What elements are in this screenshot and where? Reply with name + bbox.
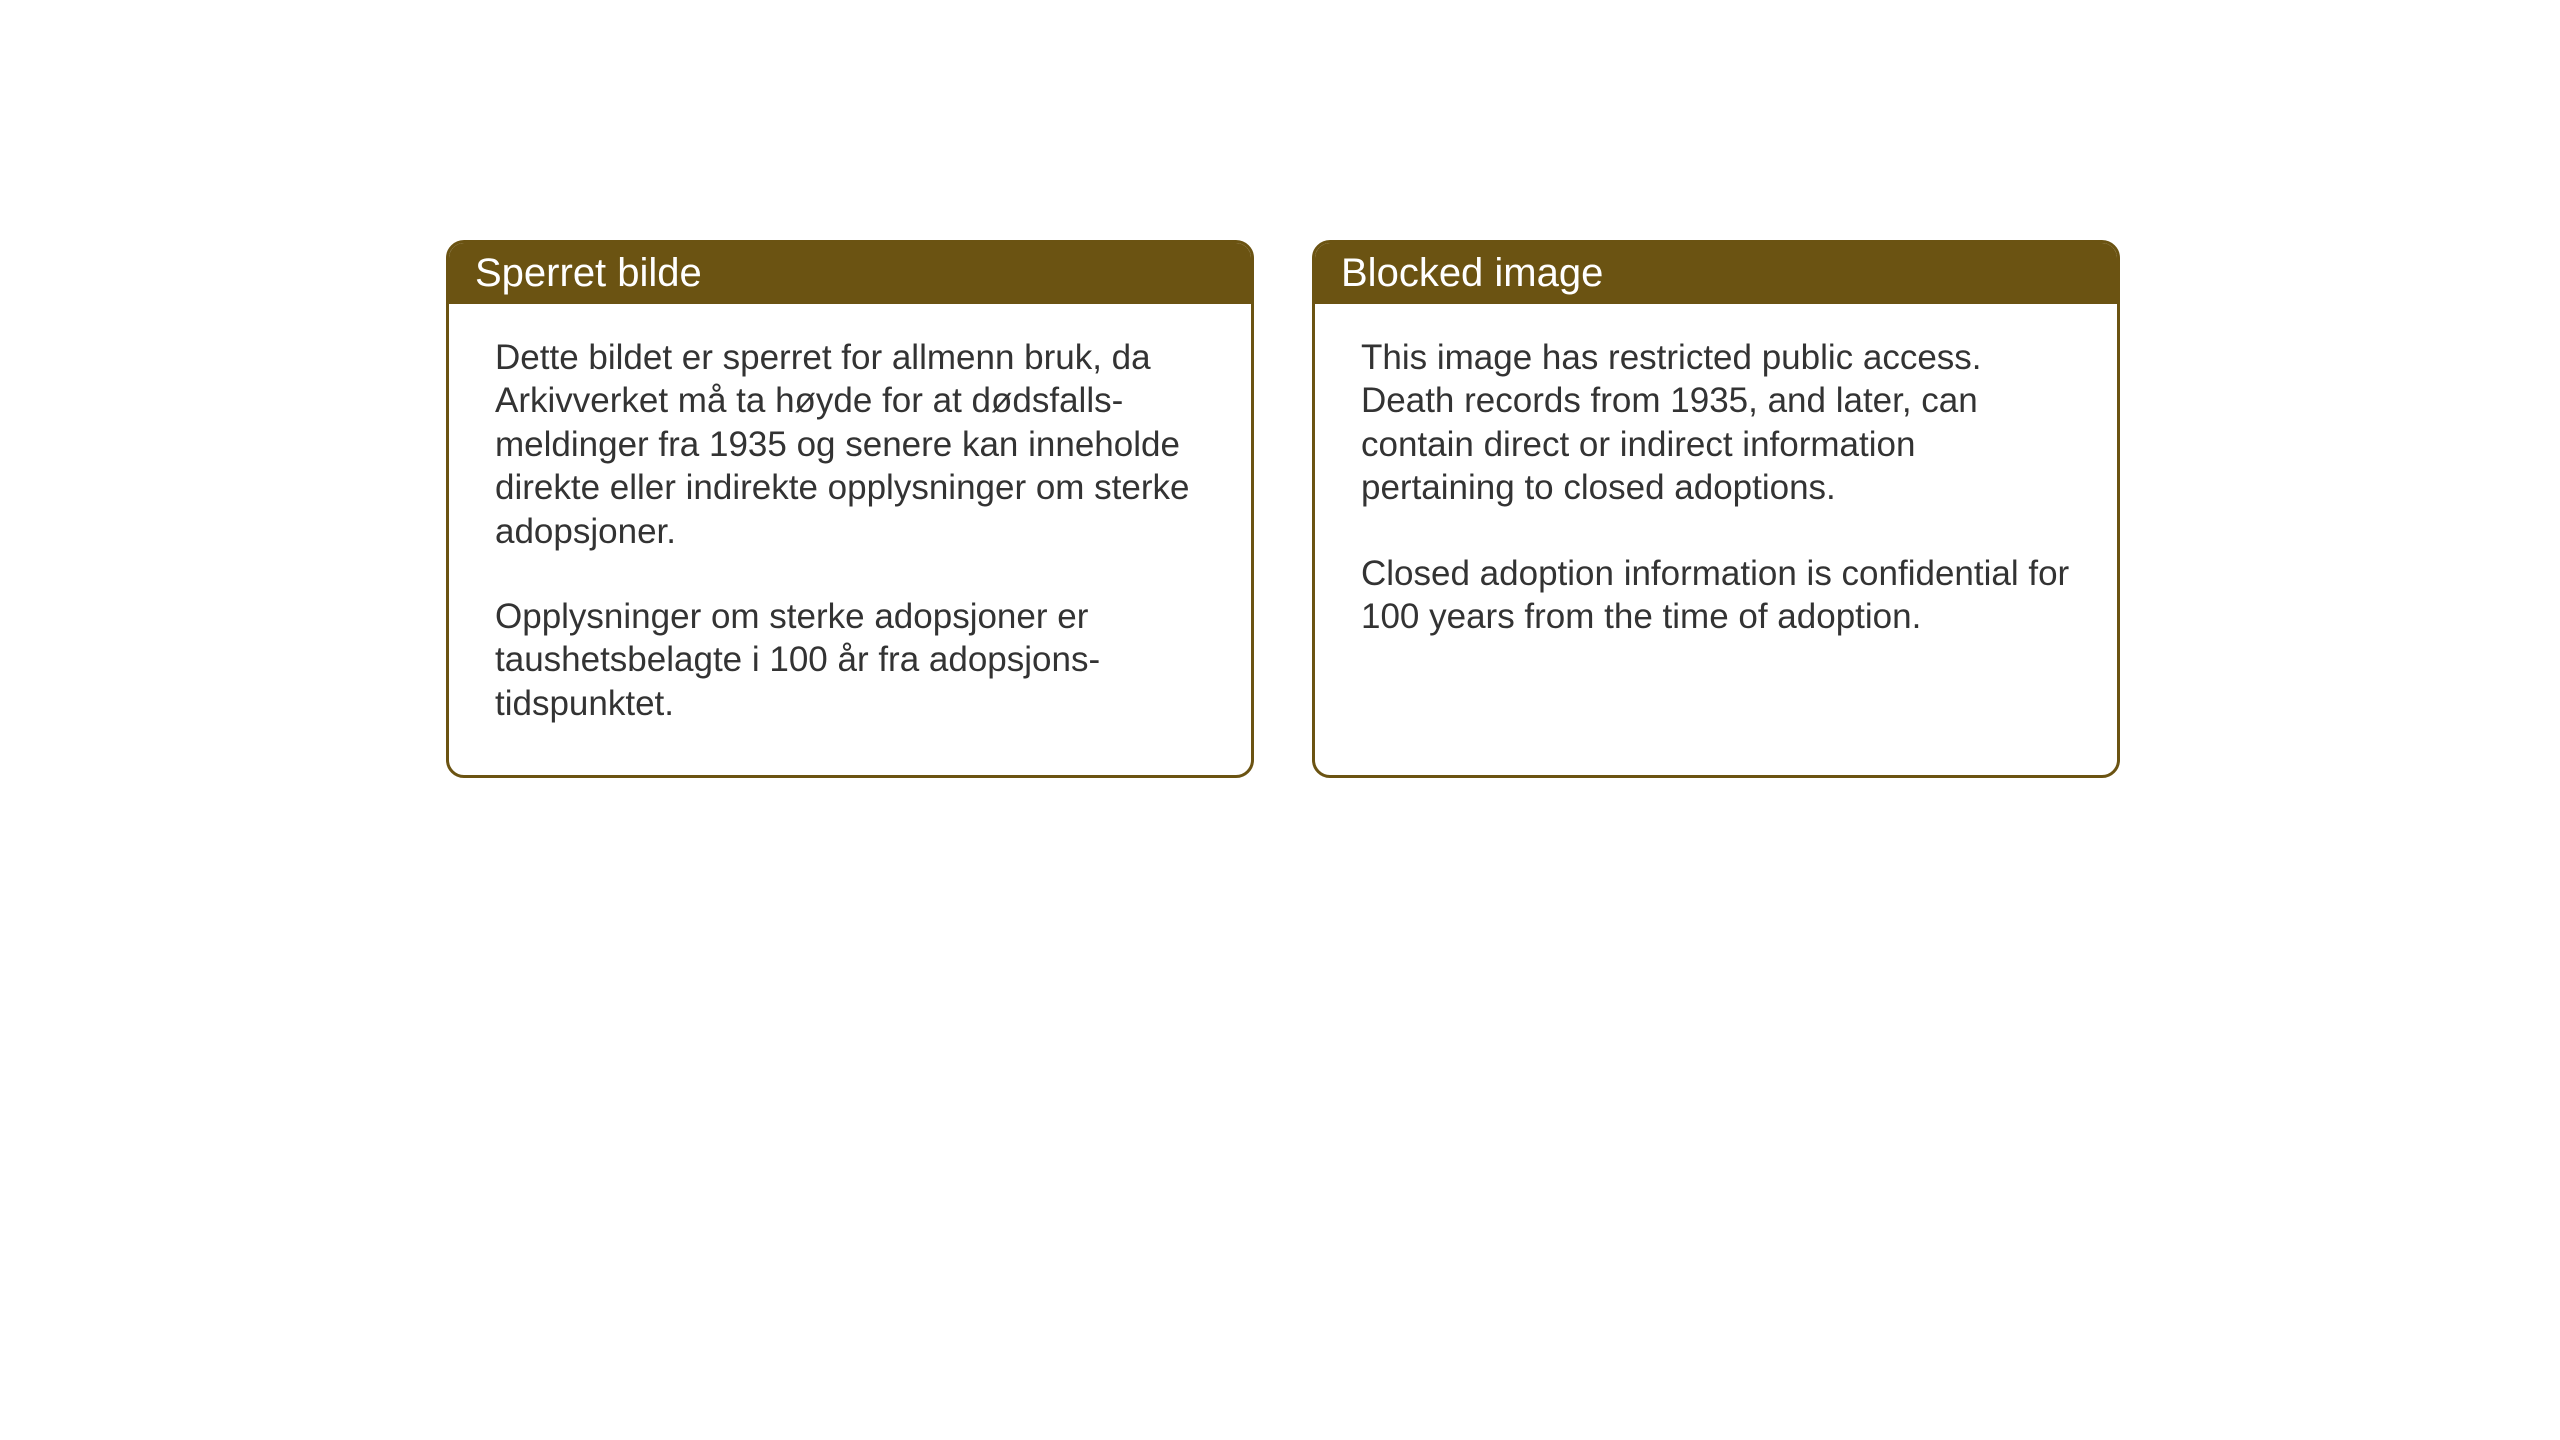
card-header: Blocked image [1315,243,2117,304]
card-body: This image has restricted public access.… [1315,304,2117,688]
notice-card-english: Blocked image This image has restricted … [1312,240,2120,778]
notice-cards-container: Sperret bilde Dette bildet er sperret fo… [446,240,2120,778]
card-paragraph: Dette bildet er sperret for allmenn bruk… [495,336,1205,553]
card-title: Sperret bilde [475,251,1225,296]
card-paragraph: Opplysninger om sterke adopsjoner er tau… [495,595,1205,725]
card-paragraph: This image has restricted public access.… [1361,336,2071,510]
card-body: Dette bildet er sperret for allmenn bruk… [449,304,1251,775]
card-title: Blocked image [1341,251,2091,296]
notice-card-norwegian: Sperret bilde Dette bildet er sperret fo… [446,240,1254,778]
card-header: Sperret bilde [449,243,1251,304]
card-paragraph: Closed adoption information is confident… [1361,552,2071,639]
